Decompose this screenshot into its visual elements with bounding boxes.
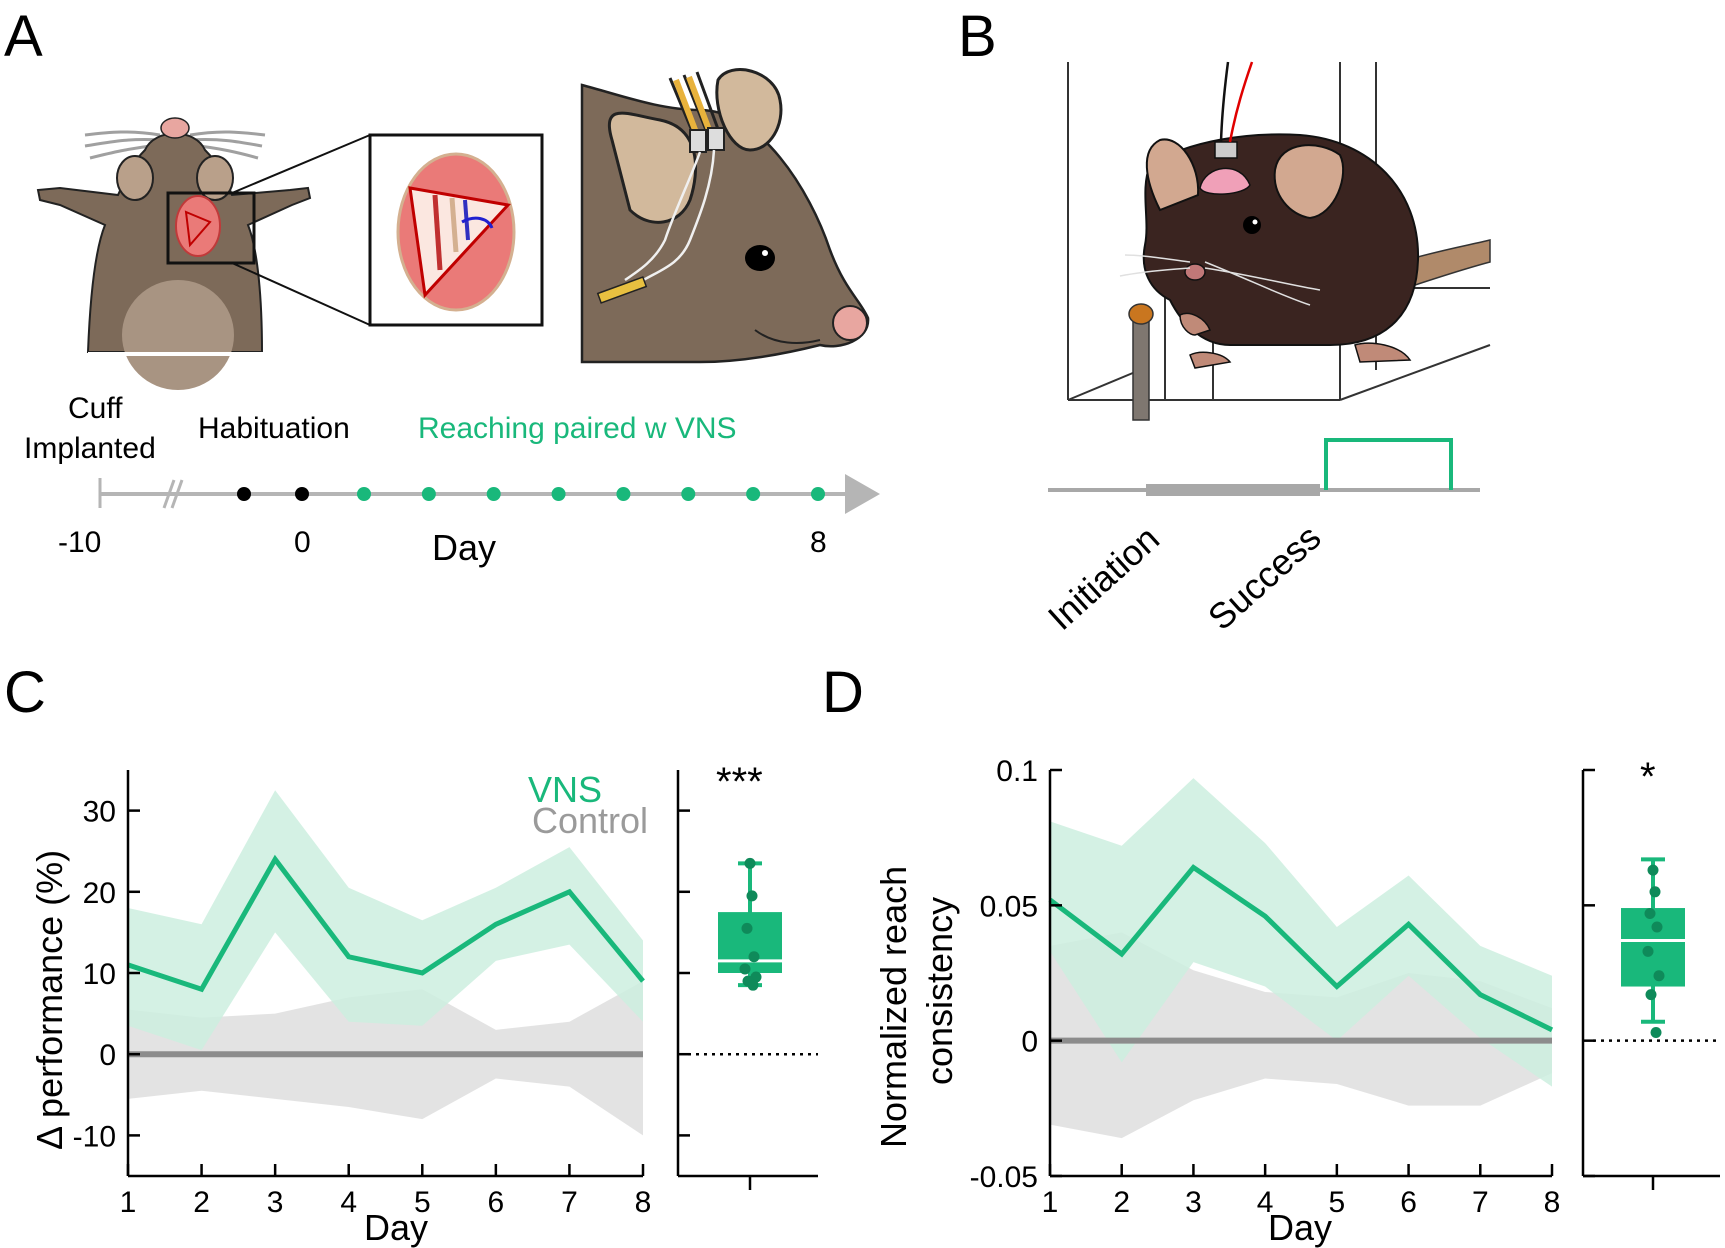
timeline-tick-end: 8 (810, 526, 827, 559)
y-tick-label: 20 (83, 877, 116, 910)
box-point (741, 922, 753, 934)
chart-c-xlabel: Day (364, 1207, 428, 1248)
reaching-label: Reaching paired w VNS (418, 412, 737, 445)
x-tick-label: 8 (635, 1186, 652, 1219)
box-point (747, 979, 759, 991)
panel-label-a: A (4, 4, 43, 69)
line-vns (127, 854, 645, 993)
timeline-dot-reaching-3 (551, 487, 566, 501)
x-tick-label: 4 (340, 1186, 357, 1219)
box-point (1644, 907, 1656, 919)
timeline-dot-habituation-1 (295, 487, 309, 501)
y-tick-label: 30 (83, 796, 116, 829)
box-point (748, 951, 760, 963)
chart-c-significance: *** (716, 760, 763, 804)
x-tick-label: 6 (488, 1186, 505, 1219)
x-tick-label: 3 (267, 1186, 284, 1219)
x-tick-label: 8 (1544, 1186, 1561, 1219)
y-tick-label: -10 (73, 1120, 116, 1153)
line-vns (1048, 864, 1554, 1033)
timeline-dot-reaching-7 (811, 487, 825, 501)
x-tick-label: 1 (1042, 1186, 1059, 1219)
box-point (1642, 945, 1654, 957)
box-point (746, 890, 758, 902)
timeline-tick-start: -10 (58, 526, 101, 559)
chart-c-legend-vns: VNS (528, 769, 602, 810)
x-tick-label: 2 (1113, 1186, 1130, 1219)
timeline-arrow-icon (845, 474, 880, 514)
chart-c-ylabel: Δ performance (%) (29, 850, 70, 1150)
box-point (1649, 886, 1661, 898)
chart-c-legend-control: Control (532, 800, 648, 841)
y-tick-label: 0 (99, 1039, 116, 1072)
x-tick-label: 5 (414, 1186, 431, 1219)
chart-c: Δ performance (%) Day VNS Control *** -1… (29, 760, 818, 1248)
timeline-dot-reaching-2 (486, 487, 501, 501)
box-iqr (718, 912, 782, 973)
x-tick-label: 5 (1329, 1186, 1346, 1219)
chart-d: Normalized reach consistency Day * -0.05… (873, 755, 1720, 1248)
cuff-label-line1: Cuff (68, 392, 123, 425)
habituation-label: Habituation (198, 412, 350, 445)
panel-label-d: D (822, 660, 864, 725)
box-iqr (1621, 908, 1685, 987)
reaching-box-illustration (1067, 61, 1491, 421)
x-tick-label: 7 (561, 1186, 578, 1219)
chart-d-ylabel-line2: consistency (919, 897, 960, 1085)
chart-d-significance: * (1640, 755, 1656, 799)
x-tick-label: 6 (1400, 1186, 1417, 1219)
timeline-axis-label: Day (432, 527, 496, 568)
band-vns (128, 790, 643, 1051)
panel-a-timeline: Cuff Implanted Habituation Reaching pair… (24, 392, 880, 568)
stimulation-trace: Initiation Success (1040, 438, 1480, 638)
timeline-dot-reaching-6 (746, 487, 761, 501)
band-control (128, 981, 643, 1136)
panel-label-b: B (958, 4, 997, 69)
y-tick-label: 0 (1021, 1026, 1038, 1059)
mouse-head-side-illustration (580, 68, 870, 364)
chart-d-ylabel-line1: Normalized reach (873, 866, 914, 1148)
y-tick-label: 0.1 (996, 755, 1038, 788)
box-point (1650, 1027, 1662, 1039)
y-tick-label: 10 (83, 958, 116, 991)
timeline-dot-reaching-4 (616, 487, 631, 501)
success-label: Success (1200, 516, 1329, 638)
box-point (1653, 970, 1665, 982)
timeline-dot-reaching-1 (421, 487, 436, 501)
box-point (739, 963, 751, 975)
initiation-label: Initiation (1040, 518, 1167, 638)
timeline-dot-habituation-0 (237, 487, 251, 501)
chart-d-xlabel: Day (1268, 1207, 1332, 1248)
box-point (1645, 989, 1657, 1001)
x-tick-label: 1 (120, 1186, 137, 1219)
axis-break-icon (162, 479, 184, 509)
timeline-tick-zero: 0 (294, 526, 311, 559)
x-tick-label: 4 (1257, 1186, 1274, 1219)
y-tick-label: 0.05 (980, 890, 1038, 923)
x-tick-label: 2 (193, 1186, 210, 1219)
y-tick-label: -0.05 (970, 1161, 1038, 1194)
band-vns (1050, 778, 1552, 1087)
x-tick-label: 7 (1472, 1186, 1489, 1219)
cuff-label-line2: Implanted (24, 432, 156, 465)
timeline-dot-reaching-5 (681, 487, 696, 501)
panel-label-c: C (4, 660, 46, 725)
box-point (1647, 864, 1659, 876)
mouse-top-view-illustration (36, 117, 544, 390)
x-tick-label: 3 (1185, 1186, 1202, 1219)
box-point (1651, 921, 1663, 933)
timeline-dot-reaching-0 (357, 487, 371, 501)
box-point (744, 857, 756, 869)
